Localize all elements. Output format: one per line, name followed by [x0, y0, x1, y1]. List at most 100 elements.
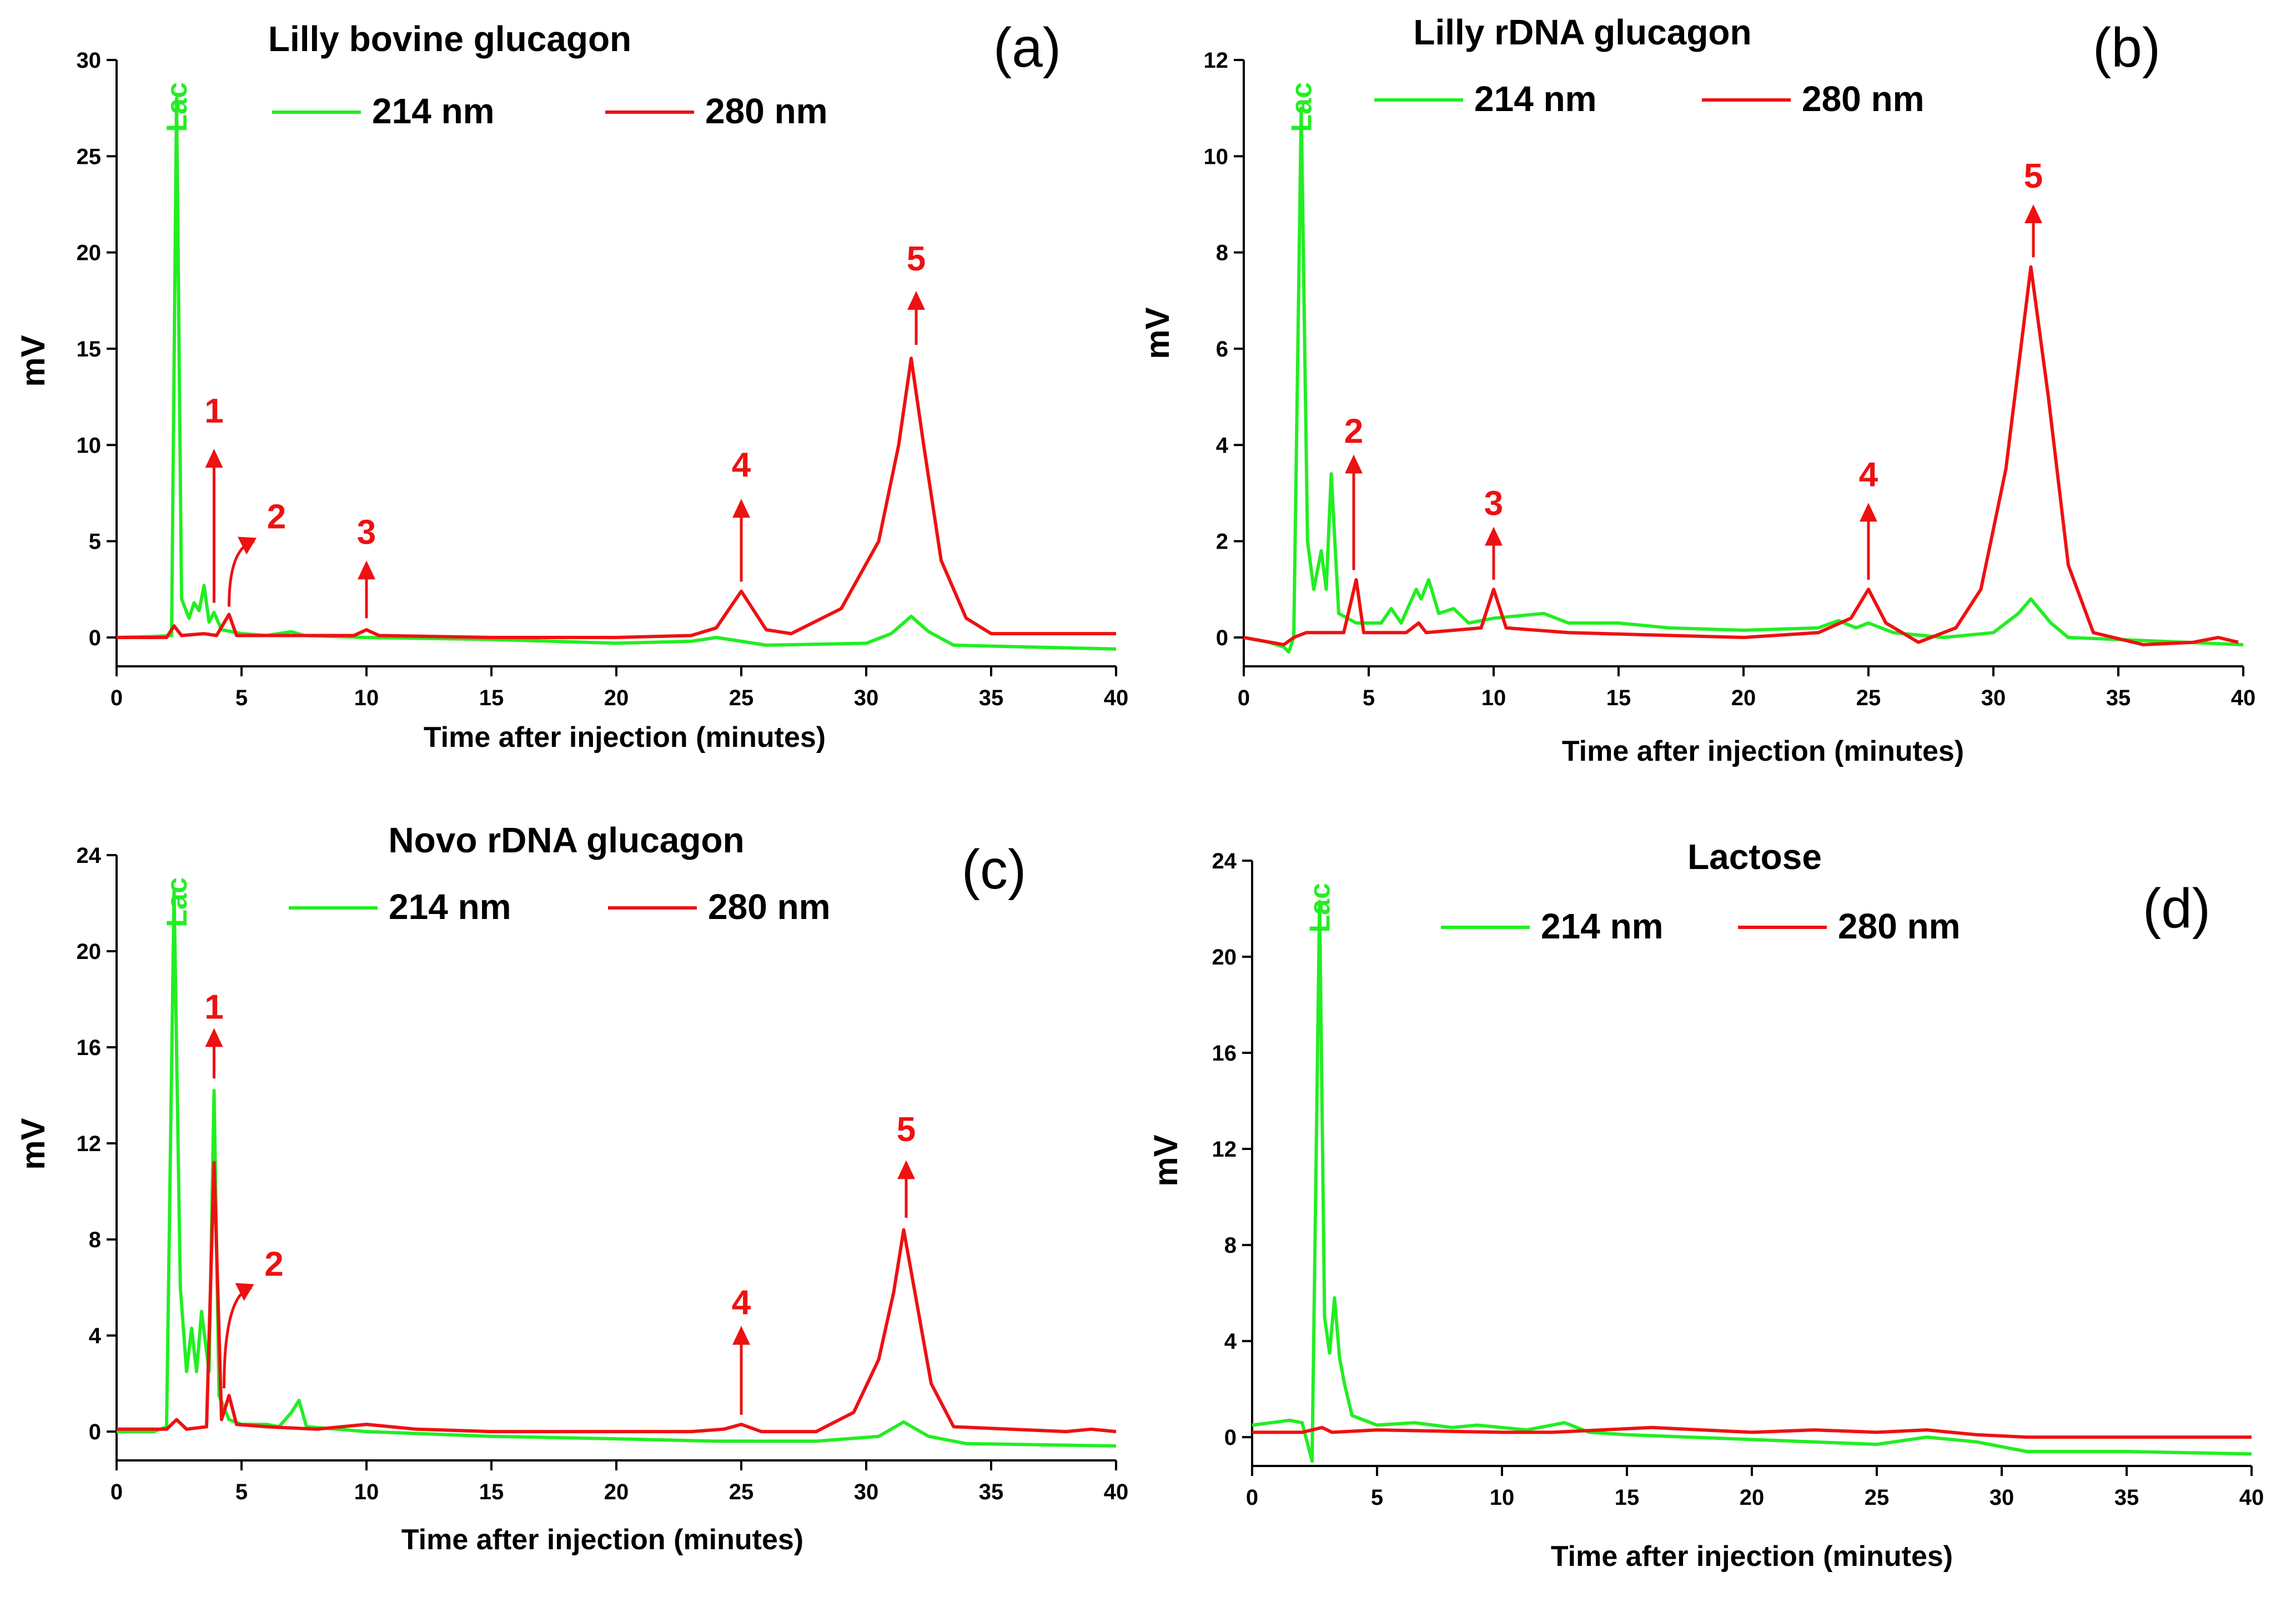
y-axis-title: mV: [14, 335, 52, 386]
x-tick-label: 20: [604, 686, 629, 710]
y-tick-label: 12: [1212, 1137, 1237, 1162]
peak-arrowhead-3: [1485, 526, 1503, 546]
x-tick-label: 35: [979, 686, 1004, 710]
x-tick-label: 25: [1865, 1485, 1890, 1510]
chart-title: Novo rDNA glucagon: [388, 820, 744, 860]
peak-arrowhead-4: [732, 499, 750, 518]
x-tick-label: 15: [1606, 686, 1631, 710]
panel-label: (c): [962, 838, 1027, 901]
x-tick-label: 0: [110, 1480, 123, 1504]
chart-panel-d: 0 5 10 15 20 25 30 35 40 0 4 8 12 16 20 24 Time after in…: [1147, 837, 2264, 1573]
x-tick-label: 0: [110, 686, 123, 710]
x-tick-label: 5: [235, 1480, 248, 1504]
legend-entry-1: 280 nm: [1838, 906, 1961, 946]
y-tick-label: 5: [89, 530, 101, 554]
peak-arrowhead-5: [2024, 204, 2042, 223]
lac-label: Lac: [161, 82, 193, 132]
peak-label-5: 5: [907, 240, 926, 278]
x-axis-title: Time after injection (minutes): [401, 1524, 803, 1556]
x-tick-label: 25: [729, 1480, 754, 1504]
peak-arrowhead-1: [205, 1028, 223, 1047]
x-axis-title: Time after injection (minutes): [1551, 1540, 1953, 1573]
y-tick-label: 15: [77, 337, 102, 361]
peak-arrowhead-3: [358, 560, 375, 580]
legend-entry-0: 214 nm: [389, 887, 511, 927]
legend-entry-0: 214 nm: [372, 91, 495, 131]
y-tick-label: 8: [1216, 241, 1228, 265]
y-tick-label: 30: [77, 48, 102, 73]
x-tick-label: 40: [1104, 686, 1129, 710]
peak-arrowhead-4: [732, 1325, 750, 1345]
x-tick-label: 15: [1615, 1485, 1640, 1510]
x-tick-label: 5: [235, 686, 248, 710]
x-tick-label: 10: [1490, 1485, 1515, 1510]
y-tick-label: 12: [1204, 48, 1229, 73]
y-tick-label: 16: [1212, 1041, 1237, 1066]
y-tick-label: 0: [89, 626, 101, 650]
y-tick-label: 20: [1212, 945, 1237, 970]
peak-arrowhead-2: [1345, 454, 1363, 474]
peak-label-1: 1: [204, 392, 223, 430]
y-tick-label: 0: [1216, 626, 1228, 650]
x-tick-label: 5: [1371, 1485, 1383, 1510]
x-tick-label: 25: [729, 686, 754, 710]
panel-label: (b): [2093, 17, 2161, 79]
peak-label-3: 3: [1484, 484, 1503, 523]
peak-arrowhead-5: [907, 291, 925, 310]
peak-label-3: 3: [357, 513, 376, 551]
peak-label-4: 4: [732, 446, 751, 484]
x-tick-label: 10: [1481, 686, 1506, 710]
peak-label-4: 4: [1859, 455, 1878, 494]
x-tick-label: 35: [979, 1480, 1004, 1504]
peak-arrowhead-1: [205, 449, 223, 468]
peak-label-5: 5: [2024, 157, 2043, 195]
chart-title: Lilly rDNA glucagon: [1413, 12, 1751, 52]
x-tick-label: 15: [479, 686, 504, 710]
lac-label: Lac: [1304, 883, 1337, 933]
x-tick-label: 35: [2106, 686, 2131, 710]
x-tick-label: 10: [354, 1480, 379, 1504]
x-tick-label: 30: [1981, 686, 2006, 710]
peak-label-2: 2: [267, 498, 286, 536]
series-line-280-nm: [1252, 1425, 2252, 1439]
legend-entry-1: 280 nm: [705, 91, 828, 131]
series-line-280-nm: [117, 356, 1116, 639]
x-axis-title: Time after injection (minutes): [424, 721, 826, 754]
y-tick-label: 6: [1216, 337, 1228, 361]
x-tick-label: 25: [1856, 686, 1881, 710]
peak-arrowhead-2: [238, 536, 257, 555]
x-tick-label: 0: [1246, 1485, 1258, 1510]
y-axis-title: mV: [14, 1118, 52, 1169]
x-tick-label: 30: [854, 686, 879, 710]
peak-arrowhead-2: [235, 1283, 254, 1301]
legend-entry-1: 280 nm: [1802, 79, 1925, 119]
x-tick-label: 20: [1731, 686, 1756, 710]
x-tick-label: 30: [1989, 1485, 2014, 1510]
y-axis-title: mV: [1139, 307, 1176, 359]
series-line-214-nm: [1252, 900, 2252, 1463]
y-tick-label: 0: [89, 1420, 101, 1444]
peak-label-5: 5: [897, 1111, 916, 1149]
peak-arrow-2: [228, 540, 255, 607]
lac-label: Lac: [1286, 82, 1318, 132]
y-tick-label: 4: [89, 1324, 102, 1348]
y-axis-title: mV: [1147, 1134, 1184, 1186]
x-tick-label: 35: [2114, 1485, 2139, 1510]
peak-label-2: 2: [1344, 412, 1363, 450]
y-tick-label: 25: [77, 144, 102, 169]
y-tick-label: 0: [1224, 1425, 1237, 1450]
x-tick-label: 20: [1740, 1485, 1765, 1510]
legend-entry-0: 214 nm: [1474, 79, 1597, 119]
x-tick-label: 30: [854, 1480, 879, 1504]
x-tick-label: 20: [604, 1480, 629, 1504]
lac-label: Lac: [161, 877, 193, 927]
y-tick-label: 20: [77, 241, 102, 265]
x-tick-label: 10: [354, 686, 379, 710]
y-tick-label: 16: [77, 1036, 102, 1060]
series-line-214-nm: [116, 97, 1117, 651]
panel-label: (a): [993, 17, 1061, 79]
